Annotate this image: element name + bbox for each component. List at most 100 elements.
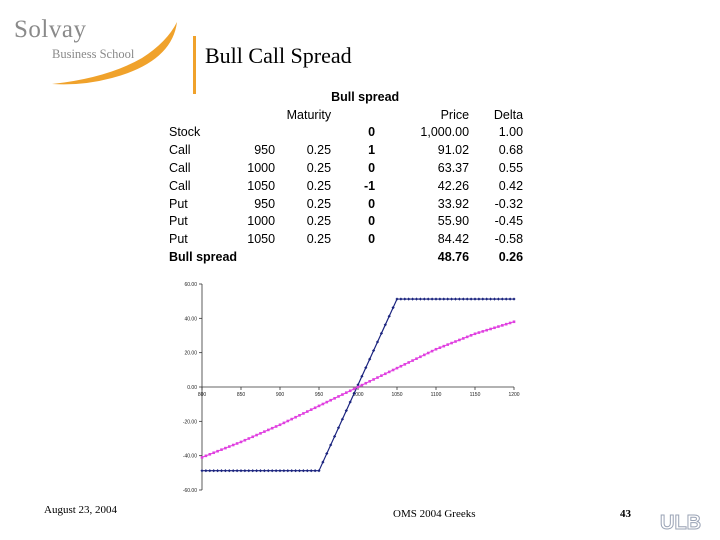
value-point [399, 364, 403, 368]
payoff-point [450, 297, 454, 301]
payoff-point [442, 297, 446, 301]
value-point [255, 433, 258, 437]
table-cell: 1050 [247, 178, 276, 193]
footer-date: August 23, 2004 [44, 504, 118, 516]
payoff-point [286, 469, 290, 473]
payoff-point [446, 297, 450, 301]
table-cell: 0.68 [498, 143, 524, 158]
value-point [458, 338, 461, 342]
value-point [430, 349, 434, 353]
value-point [286, 419, 290, 423]
value-point [384, 372, 387, 376]
table-cell: 48.76 [437, 250, 470, 265]
payoff-point [258, 469, 263, 473]
payoff-point [508, 297, 512, 301]
payoff-point [301, 469, 305, 473]
table-cell [331, 248, 375, 266]
payoff-point [255, 469, 259, 473]
value-point [259, 432, 262, 435]
table-cell: 0.25 [306, 214, 332, 229]
value-point [239, 440, 243, 444]
value-point [278, 423, 282, 427]
table-cell: Call [169, 161, 191, 176]
x-tick-label: 950 [315, 392, 324, 398]
table-cell: Maturity [286, 107, 332, 122]
table-cell: 0.25 [306, 161, 332, 176]
payoff-point [235, 469, 239, 473]
payoff-point [356, 383, 360, 387]
payoff-point [274, 469, 278, 473]
slide-title: Bull Call Spread [205, 43, 352, 68]
payoff-point [262, 469, 266, 473]
value-point [403, 363, 407, 366]
table-row: Call 950 0.25 1 91.02 0.68 [166, 141, 523, 159]
table-cell: 1000 [247, 161, 276, 176]
table-cell: 0 [368, 232, 376, 247]
x-tick-label: 1150 [470, 392, 481, 398]
payoff-point [489, 297, 493, 301]
table-cell [237, 248, 275, 266]
table-cell: -0.45 [494, 214, 524, 229]
payoff-point [270, 469, 274, 473]
value-point [508, 321, 512, 325]
payoff-point [219, 469, 224, 473]
payoff-point [430, 297, 434, 301]
footer-course: OMS 2004 Greeks [393, 508, 476, 520]
payoff-point [414, 297, 419, 301]
x-tick-label: 900 [276, 392, 285, 398]
value-point [282, 421, 286, 425]
payoff-point [399, 297, 403, 301]
payoff-point [457, 297, 461, 301]
value-point [290, 417, 293, 421]
value-point [481, 330, 485, 333]
table-cell: Call [169, 143, 191, 158]
value-point [228, 445, 231, 448]
payoff-point [379, 331, 383, 335]
payoff-point [496, 297, 500, 301]
value-point [247, 437, 251, 440]
payoff-point [512, 297, 516, 301]
solvay-logo: Solvay Business School [12, 16, 187, 86]
value-point [220, 448, 223, 451]
payoff-point [247, 469, 251, 473]
table-cell: 0 [368, 161, 376, 176]
chart-axes: 60.00 40.00 20.00 0.00 -20.00 -40.00 -60.00 800… [183, 282, 520, 494]
payoff-point [465, 297, 469, 301]
x-tick-label: 800 [198, 392, 207, 398]
payoff-point [492, 297, 497, 301]
table-cell: 84.42 [437, 232, 470, 247]
table-cell: 42.26 [437, 178, 470, 193]
value-point [454, 340, 457, 343]
payoff-point [305, 469, 309, 473]
value-point [333, 397, 336, 400]
table-cell: -0.32 [494, 196, 524, 211]
value-point [302, 412, 305, 415]
table-cell: 0.26 [498, 250, 524, 265]
payoff-point [231, 469, 235, 473]
table-cell: Stock [169, 125, 201, 140]
logo-name: Solvay [14, 16, 87, 43]
table-cell: 0 [368, 196, 376, 211]
payoff-chart: 60.00 40.00 20.00 0.00 -20.00 -40.00 -60.00 800… [183, 282, 520, 494]
value-point [345, 391, 348, 394]
value-point [485, 328, 488, 332]
value-point [204, 454, 208, 458]
payoff-point [294, 469, 298, 473]
payoff-point [407, 297, 411, 301]
payoff-point [422, 297, 426, 301]
payoff-point [477, 297, 481, 301]
payoff-point [461, 297, 465, 301]
table-cell [166, 106, 237, 124]
y-tick-label: -40.00 [183, 454, 197, 460]
value-point [450, 341, 453, 345]
payoff-point [426, 297, 430, 301]
value-point [442, 344, 446, 348]
y-tick-label: 20.00 [184, 351, 197, 357]
table-cell: 0.25 [306, 178, 332, 193]
value-point [415, 357, 418, 360]
table-cell: 1 [368, 143, 376, 158]
payoff-point [344, 409, 348, 413]
table-cell: 0.55 [498, 161, 524, 176]
payoff-point [204, 469, 208, 473]
table-row: Call 1000 0.25 0 63.37 0.55 [166, 159, 523, 177]
